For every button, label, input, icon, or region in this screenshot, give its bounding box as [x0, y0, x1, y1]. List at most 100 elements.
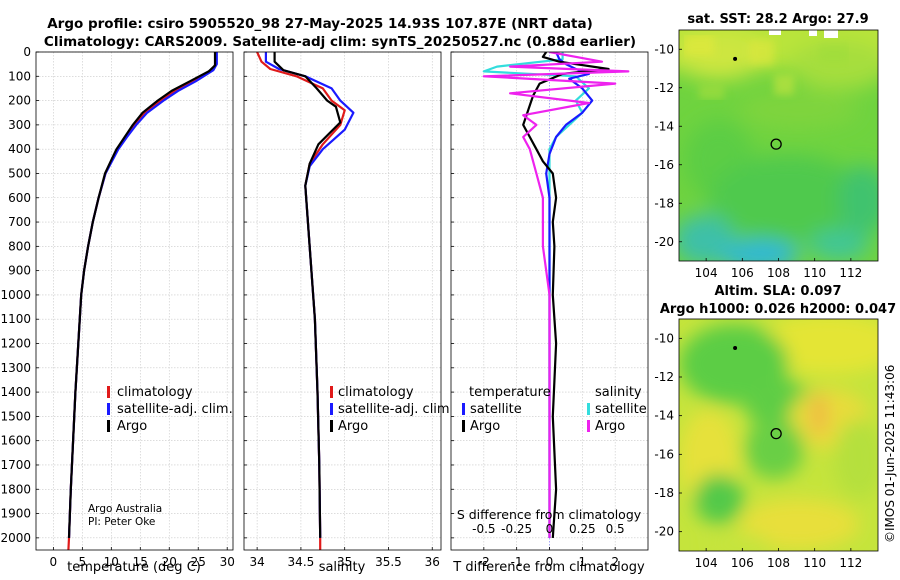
salinity-xlabel: salinity [319, 560, 366, 575]
argo-position-marker [770, 138, 782, 150]
temperature-diff-satellite-line [545, 52, 594, 538]
salinity-grid [244, 51, 441, 550]
profile-dot-marker [733, 346, 738, 350]
y-tick-label: 1500 [0, 409, 31, 423]
difference-panel: -2 -1 0 1 2 -0.5 -0.25 0 0.25 0.5 T difference fr… [450, 51, 649, 575]
difference-ticks: -2 -1 0 1 2 -0.5 -0.25 0 0.25 0.5 [451, 51, 625, 569]
map-y-tick-label: -18 [654, 486, 674, 500]
tdiff-legend-argo-swatch [462, 420, 465, 432]
x-tick-label: 20 [162, 555, 177, 569]
x-tick-label: 2 [611, 555, 619, 569]
salinity-diff-argo-line [482, 52, 630, 538]
y-tick-label: 1000 [0, 288, 31, 302]
y-tick-label: 200 [8, 94, 31, 108]
y-tick-label: 400 [8, 142, 31, 156]
s-diff-tick-label: -0.25 [501, 522, 532, 536]
salinity-diff-legend: salinity satellite Argo [587, 385, 647, 434]
y-tick-label: 2000 [0, 531, 31, 545]
tdiff-legend-satellite-swatch [462, 403, 465, 415]
temperature-diff-legend: temperature satellite Argo [462, 385, 551, 434]
temperature-argo-line [67, 52, 217, 538]
map-x-tick-label: 112 [839, 556, 862, 570]
map-x-tick-label: 106 [731, 556, 754, 570]
sal-legend-argo-label: Argo [338, 419, 368, 434]
y-tick-label: 1600 [0, 434, 31, 448]
salinity-frame [243, 51, 442, 551]
y-tick-label: 900 [8, 264, 31, 278]
y-tick-label: 1900 [0, 507, 31, 521]
legend-climatology-label: climatology [117, 385, 193, 400]
y-tick-label: 1400 [0, 385, 31, 399]
sla-map-title: Altim. SLA: 0.097 [715, 284, 842, 299]
x-tick-label: 15 [133, 555, 148, 569]
temperature-panel: 0100200300400500600700800900100011001200… [0, 45, 234, 575]
x-tick-label: 0 [50, 555, 58, 569]
y-tick-label: 800 [8, 239, 31, 253]
sla-map-panel: Altim. SLA: 0.097 Argo h1000: 0.026 h200… [654, 284, 896, 570]
temperature-plot-area [36, 52, 233, 550]
legend-argo-swatch [107, 420, 110, 432]
map-y-tick-label: -14 [654, 409, 674, 423]
x-tick-label: 10 [104, 555, 119, 569]
temperature-ticks: 0100200300400500600700800900100011001200… [0, 45, 234, 569]
map-y-tick-label: -12 [654, 81, 674, 95]
sal-legend-argo-swatch [330, 420, 333, 432]
y-tick-label: 1800 [0, 482, 31, 496]
map-x-tick-label: 112 [839, 266, 862, 280]
map-x-tick-label: 110 [803, 556, 826, 570]
map-y-tick-label: -12 [654, 370, 674, 384]
sst-map-ticks: 104 106 108 110 112 -10 -12 -14 -16 -18 -20 [654, 42, 862, 280]
y-tick-label: 1200 [0, 337, 31, 351]
salinity-argo-line [273, 52, 342, 538]
temperature-xlabel: temperature (deg C) [67, 560, 201, 575]
y-tick-label: 100 [8, 69, 31, 83]
salinity-panel: 34 34.5 35 35.5 36 salinity climatology sate… [243, 51, 454, 575]
x-tick-label: -2 [478, 555, 490, 569]
map-x-tick-label: 108 [767, 266, 790, 280]
map-y-tick-label: -10 [654, 42, 674, 56]
map-y-tick-label: -10 [654, 331, 674, 345]
sal-legend-satellite-label: satellite-adj. clim. [338, 402, 454, 417]
y-tick-label: 500 [8, 166, 31, 180]
sdiff-legend-title: salinity [595, 385, 642, 400]
y-tick-label: 700 [8, 215, 31, 229]
map-y-tick-label: -18 [654, 196, 674, 210]
sdiff-legend-argo-label: Argo [595, 419, 625, 434]
map-x-tick-label: 104 [695, 266, 718, 280]
x-tick-label: 35 [337, 555, 352, 569]
s-diff-tick-label: 0 [546, 522, 554, 536]
map-x-tick-label: 110 [803, 266, 826, 280]
temperature-grid [36, 51, 233, 550]
salinity-series [256, 52, 355, 550]
difference-series [482, 52, 630, 538]
sst-map-panel: sat. SST: 28.2 Argo: 27.9 [654, 12, 879, 280]
sla-map-subtitle: Argo h1000: 0.026 h2000: 0.047 [660, 302, 896, 317]
sdiff-legend-satellite-label: satellite [595, 402, 647, 417]
map-y-tick-label: -16 [654, 158, 674, 172]
temperature-series [67, 52, 218, 550]
x-tick-label: -1 [511, 555, 523, 569]
sla-map-ticks: 104 106 108 110 112 -10 -12 -14 -16 -18 -20 [654, 331, 862, 570]
sst-heatmap [679, 30, 878, 261]
x-tick-label: 0 [546, 555, 554, 569]
y-tick-label: 1700 [0, 458, 31, 472]
profile-dot-marker [733, 56, 738, 61]
map-y-tick-label: -20 [654, 235, 674, 249]
x-tick-label: 34.5 [288, 555, 315, 569]
x-tick-label: 25 [191, 555, 206, 569]
x-tick-label: 34 [249, 555, 264, 569]
x-tick-label: 36 [425, 555, 440, 569]
sal-legend-satellite-swatch [330, 403, 333, 415]
legend-argo-label: Argo [117, 419, 147, 434]
title-line-1: Argo profile: csiro 5905520_98 27-May-20… [47, 16, 593, 32]
argo-position-marker [770, 427, 782, 440]
y-tick-label: 1300 [0, 361, 31, 375]
s-diff-xlabel: S difference from climatology [457, 507, 642, 522]
map-x-tick-label: 108 [767, 556, 790, 570]
sdiff-legend-argo-swatch [587, 420, 590, 432]
annotation-pi: PI: Peter Oke [88, 516, 155, 528]
x-tick-label: 1 [579, 555, 587, 569]
annotation-argo-australia: Argo Australia [88, 503, 162, 515]
temperature-diff-argo-line [522, 52, 610, 538]
s-diff-tick-label: 0.5 [606, 522, 625, 536]
